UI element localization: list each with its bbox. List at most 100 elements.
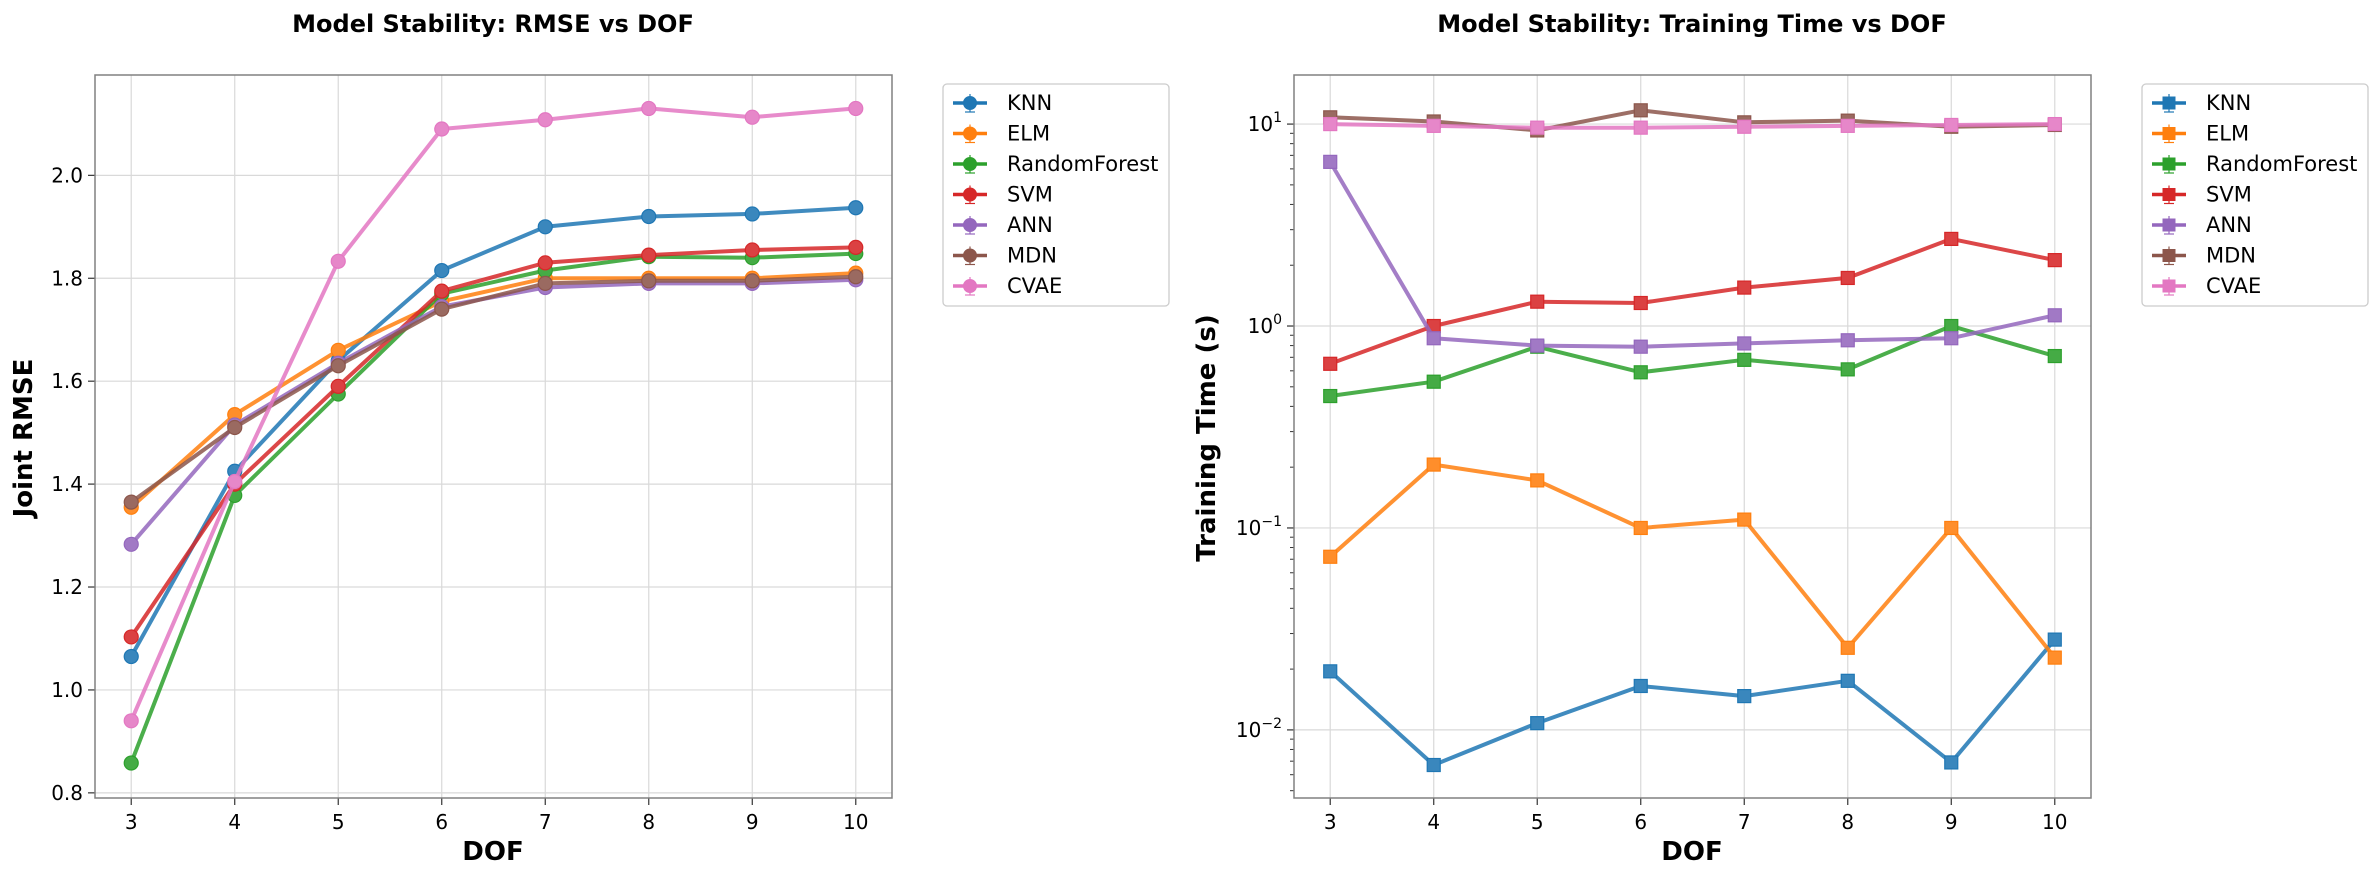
rmse-legend-label-cvae: CVAE	[1007, 274, 1062, 298]
rmse-svm-point	[848, 239, 864, 255]
training-time-cvae-point	[1530, 120, 1545, 135]
training-time-plot-frame	[1293, 74, 2092, 799]
training-time-svm-point	[1530, 294, 1545, 309]
training-time-legend-item-svm[interactable]: SVM	[2152, 183, 2252, 207]
training-time-legend-marker-elm	[2162, 127, 2176, 140]
training-time-legend-label-cvae: CVAE	[2206, 274, 2261, 298]
training-time-x-axis-label: DOF	[1661, 837, 1722, 867]
training-time-legend-label-knn: KNN	[2206, 91, 2251, 115]
rmse-svm-point	[641, 247, 657, 263]
training-time-legend-marker-cvae	[2162, 279, 2176, 293]
training-time-knn-point	[1530, 716, 1545, 731]
training-time-cvae-point	[1737, 119, 1752, 134]
training-time-ann-point	[1944, 331, 1959, 346]
training-time-ann-point	[1737, 336, 1752, 351]
rmse-y-tick-label: 1.2	[51, 575, 83, 599]
training-time-elm-point	[1840, 640, 1855, 655]
training-time-legend-item-cvae[interactable]: CVAE	[2152, 274, 2261, 298]
rmse-legend-item-elm[interactable]: ELM	[953, 122, 1050, 146]
rmse-cvae-point	[641, 100, 657, 117]
training-time-legend-box	[2141, 83, 2369, 307]
rmse-chart: Model Stability: RMSE vs DOF DOF Joint R…	[9, 10, 1170, 867]
rmse-randomforest-point	[123, 755, 139, 771]
rmse-ann-point	[123, 536, 139, 552]
rmse-elm-line	[129, 271, 856, 509]
rmse-mdn-point	[848, 269, 864, 285]
training-time-legend-item-mdn[interactable]: MDN	[2152, 244, 2256, 268]
training-time-legend-marker-svm	[2162, 188, 2176, 201]
training-time-cvae-line	[1330, 122, 2055, 130]
training-time-legend-label-svm: SVM	[2206, 183, 2252, 207]
rmse-mdn-point	[330, 358, 346, 374]
rmse-mdn-point	[434, 301, 450, 317]
rmse-x-tick-label: 6	[435, 810, 448, 834]
training-time-cvae-point	[1426, 118, 1441, 133]
training-time-legend-marker-knn	[2162, 96, 2176, 110]
training-time-randomforest-point	[1426, 374, 1441, 389]
rmse-legend-marker-cvae	[963, 279, 977, 293]
training-time-x-tick-label: 8	[1841, 810, 1854, 834]
training-time-svm-line	[1329, 236, 2056, 366]
rmse-series-cvae	[123, 100, 864, 729]
rmse-x-tick-label: 5	[332, 810, 345, 834]
rmse-legend-item-knn[interactable]: KNN	[953, 91, 1052, 115]
rmse-elm-point	[330, 342, 346, 358]
training-time-elm-point	[2047, 650, 2062, 665]
rmse-chart-title: Model Stability: RMSE vs DOF	[292, 10, 694, 38]
training-time-legend-item-knn[interactable]: KNN	[2152, 91, 2251, 115]
training-time-cvae-point	[1944, 117, 1959, 133]
training-time-svm-point	[2047, 253, 2062, 268]
training-time-randomforest-point	[1323, 388, 1338, 404]
rmse-knn-point	[434, 262, 450, 279]
training-time-cvae-point	[1633, 120, 1648, 135]
training-time-x-tick-label: 7	[1738, 810, 1751, 834]
training-time-randomforest-line	[1329, 324, 2056, 398]
training-time-knn-point	[1323, 664, 1338, 679]
rmse-svm-line	[129, 245, 856, 639]
rmse-legend-item-cvae[interactable]: CVAE	[953, 274, 1062, 298]
training-time-ann-point	[1840, 333, 1855, 348]
training-time-ann-point	[2047, 308, 2062, 323]
rmse-legend-marker-ann	[963, 218, 977, 232]
rmse-legend-item-mdn[interactable]: MDN	[953, 244, 1057, 268]
training-time-knn-line	[1328, 638, 2057, 767]
training-time-series-knn	[1323, 632, 2062, 773]
training-time-plot-area	[1294, 75, 2091, 798]
training-time-x-tick-label: 10	[2042, 810, 2067, 834]
rmse-mdn-point	[227, 419, 243, 436]
rmse-legend-marker-randomforest	[963, 157, 977, 171]
training-time-x-tick-label: 6	[1634, 810, 1647, 834]
training-time-svm-point	[1944, 231, 1959, 247]
rmse-mdn-line	[130, 274, 856, 504]
training-time-elm-point	[1530, 473, 1545, 488]
training-time-ann-point	[1323, 154, 1338, 169]
training-time-elm-point	[1737, 512, 1752, 527]
training-time-y-tick-label: 101	[1248, 110, 1282, 136]
rmse-knn-point	[744, 206, 760, 222]
rmse-legend-marker-knn	[963, 96, 977, 110]
training-time-y-tick-label: 10−1	[1236, 514, 1282, 540]
rmse-y-axis-label: Joint RMSE	[9, 359, 39, 520]
training-time-svm-point	[1840, 270, 1855, 286]
rmse-x-tick-label: 10	[843, 810, 868, 834]
rmse-knn-point	[848, 200, 864, 216]
training-time-elm-point	[1633, 520, 1648, 536]
rmse-legend-item-randomforest[interactable]: RandomForest	[953, 152, 1158, 176]
rmse-legend-item-ann[interactable]: ANN	[953, 213, 1053, 237]
rmse-legend-item-svm[interactable]: SVM	[953, 183, 1053, 207]
rmse-legend-label-ann: ANN	[1007, 213, 1053, 237]
rmse-svm-point	[537, 255, 553, 271]
training-time-legend-item-ann[interactable]: ANN	[2152, 213, 2252, 237]
training-time-cvae-point	[1840, 118, 1855, 133]
rmse-legend-box	[942, 83, 1170, 307]
rmse-knn-point	[641, 208, 657, 225]
rmse-y-tick-label: 1.0	[51, 678, 83, 702]
training-time-series-randomforest	[1323, 318, 2062, 404]
training-time-legend-item-elm[interactable]: ELM	[2152, 122, 2249, 146]
training-time-legend-marker-randomforest	[2162, 157, 2176, 171]
rmse-knn-point	[123, 648, 139, 665]
rmse-svm-point	[330, 378, 346, 394]
training-time-legend-item-randomforest[interactable]: RandomForest	[2152, 152, 2357, 176]
training-time-ann-point	[1426, 331, 1441, 346]
